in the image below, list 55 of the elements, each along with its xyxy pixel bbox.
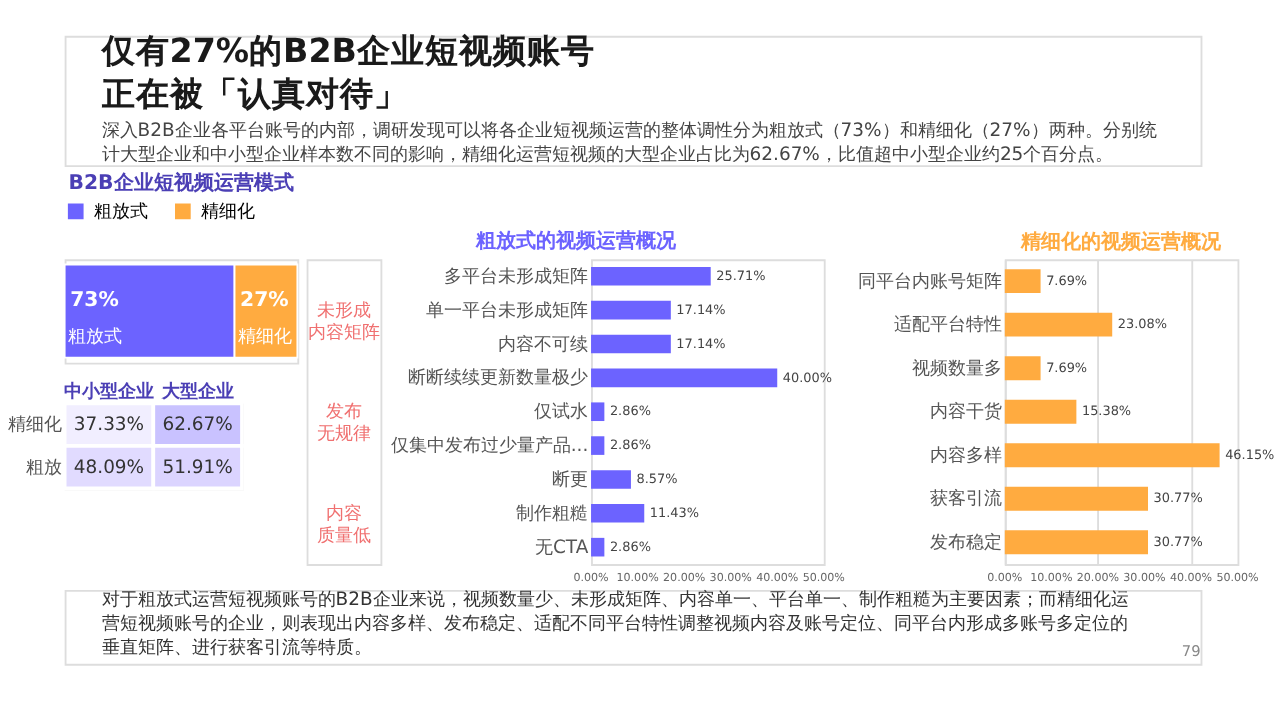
bar	[1004, 530, 1149, 555]
data-label: 73%	[70, 289, 119, 312]
bar	[591, 504, 645, 523]
legend-label: 精细化	[201, 200, 256, 223]
text: 发布无规律	[316, 401, 371, 446]
y-tick-label: 断断续续更新数量极少	[408, 367, 589, 390]
text: 对于粗放式运营短视频账号的B2B企业来说，视频数量少、未形成矩阵、内容单一、平台单一、制作粗糙为主要因素；而精细化运营短视频账号的企业，则表现出内容多样、发布稳定、适配不同平台特性调整视频内容及账号定位、同平台内形成多账号多定位的垂直矩阵、进行获客引流等特质。	[101, 588, 1129, 659]
bar	[591, 334, 671, 354]
chart-title: B2B企业短视频运营模式	[68, 171, 294, 196]
y-tick-label: 内容不可续	[498, 333, 589, 356]
y-tick-label: 获客引流	[930, 488, 1003, 511]
text: 79	[1181, 642, 1202, 661]
y-tick-label: 同平台内账号矩阵	[858, 270, 1003, 293]
bar	[591, 436, 605, 455]
y-tick-label: 内容干货	[930, 401, 1003, 424]
bar	[591, 266, 711, 286]
text: 未形成内容矩阵	[307, 299, 380, 344]
legend-label: 粗放式	[94, 200, 149, 223]
y-tick-label: 适配平台特性	[894, 314, 1003, 337]
bar	[1004, 486, 1149, 511]
y-tick-label: 仅集中发布过少量产品...	[390, 435, 589, 458]
text: 内容质量低	[316, 502, 371, 548]
bar	[1004, 356, 1041, 381]
bar	[591, 402, 605, 422]
x-tick-label: 中小型企业	[63, 380, 154, 403]
y-tick-label: 发布稳定	[930, 531, 1003, 554]
y-tick-label: 断更	[552, 468, 589, 491]
text: 精细化	[238, 326, 293, 349]
bar	[1004, 312, 1113, 337]
bar	[1004, 399, 1077, 424]
y-tick-label: 视频数量多	[912, 357, 1003, 380]
y-tick-label: 内容多样	[930, 444, 1003, 467]
y-tick-label: 无CTA	[534, 536, 590, 559]
y-tick-label: 制作粗糙	[516, 502, 589, 525]
data-label: 48.09%	[73, 456, 145, 479]
text: 深入B2B企业各平台账号的内部，调研发现可以将各企业短视频运营的整体调性分为粗放式（73%）和精细化（27%）两种。分别统计大型企业和中小型企业样本数不同的影响，精细化运营短视频的大型企业占比为62.67%，比值超中小型企业约25个百分点。	[101, 119, 1157, 166]
bar	[591, 368, 778, 388]
chart-title: 粗放式的视频运营概况	[473, 229, 678, 254]
data-label: 27%	[240, 289, 289, 312]
data-label: 62.67%	[162, 414, 234, 437]
bar	[591, 470, 631, 489]
bar	[1004, 269, 1041, 294]
chart-title: 精细化的视频运营概况	[1019, 230, 1224, 255]
y-tick-label: 粗放	[25, 456, 62, 479]
y-tick-label: 仅试水	[534, 401, 589, 424]
data-label: 37.33%	[73, 414, 145, 437]
bar	[1004, 443, 1220, 468]
bar	[591, 300, 671, 320]
data-label: 51.91%	[162, 456, 234, 479]
y-tick-label: 多平台未形成矩阵	[444, 265, 589, 288]
bar	[591, 537, 605, 557]
text: 粗放式	[68, 326, 123, 349]
y-tick-label: 单一平台未形成矩阵	[426, 299, 589, 322]
text: 仅有27%的B2B企业短视频账号正在被「认真对待」	[99, 31, 595, 113]
x-tick-label: 大型企业	[161, 380, 234, 403]
